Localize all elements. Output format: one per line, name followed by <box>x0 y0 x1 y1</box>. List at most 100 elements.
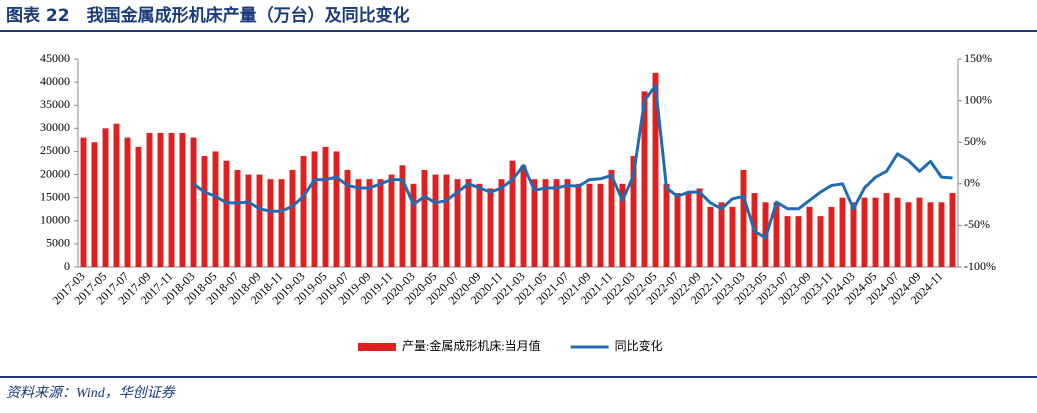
bar <box>135 146 142 267</box>
y-tick-label: 10000 <box>40 213 70 227</box>
bar <box>278 179 285 267</box>
bar <box>366 179 373 267</box>
bar <box>630 156 637 267</box>
bar <box>828 206 835 267</box>
bar <box>432 174 439 267</box>
y-tick-label: 5000 <box>46 236 70 250</box>
y2-tick-label: 100% <box>964 92 992 106</box>
chart-title: 图表 22 我国金属成形机床产量（万台）及同比变化 <box>6 5 410 26</box>
y-tick-label: 35000 <box>40 97 70 111</box>
bar <box>168 132 175 267</box>
legend-swatch <box>358 343 396 351</box>
source-note: 资料来源：Wind，华创证券 <box>6 385 176 401</box>
y-tick-label: 45000 <box>40 51 70 65</box>
bar <box>443 174 450 267</box>
bar <box>388 174 395 267</box>
bar <box>652 72 659 267</box>
bar <box>784 216 791 267</box>
bar <box>707 206 714 267</box>
bar <box>531 179 538 267</box>
bar <box>795 216 802 267</box>
bar <box>872 197 879 267</box>
bar <box>542 179 549 267</box>
bar <box>245 174 252 267</box>
bar <box>355 179 362 267</box>
bar <box>421 169 428 267</box>
bar <box>817 216 824 267</box>
bar <box>113 123 120 267</box>
bar <box>234 169 241 267</box>
bar <box>916 197 923 267</box>
y2-tick-label: -50% <box>964 217 990 231</box>
bar <box>289 169 296 267</box>
bar <box>344 169 351 267</box>
y2-tick-label: -100% <box>964 259 996 273</box>
bar <box>696 188 703 267</box>
bar <box>509 160 516 267</box>
bar <box>80 137 87 267</box>
bar <box>949 193 956 267</box>
y2-tick-label: 0% <box>964 176 980 190</box>
bar <box>256 174 263 267</box>
bar <box>641 91 648 267</box>
legend-label: 产量:金属成形机床:当月值 <box>402 338 541 353</box>
bar <box>861 197 868 267</box>
y-tick-label: 30000 <box>40 120 70 134</box>
bar <box>905 202 912 267</box>
bar <box>806 206 813 267</box>
bar <box>553 179 560 267</box>
bar <box>564 179 571 267</box>
bar <box>91 142 98 267</box>
y-tick-label: 25000 <box>40 143 70 157</box>
bar <box>586 183 593 267</box>
bar <box>938 202 945 267</box>
bar <box>223 160 230 267</box>
y2-tick-label: 50% <box>964 134 986 148</box>
bar <box>322 146 329 267</box>
bar <box>520 165 527 267</box>
bar <box>608 169 615 267</box>
bar <box>333 151 340 267</box>
bar <box>124 137 131 267</box>
bar <box>487 188 494 267</box>
bar <box>146 132 153 267</box>
bar <box>927 202 934 267</box>
bar <box>575 183 582 267</box>
legend-label: 同比变化 <box>615 338 663 353</box>
bar <box>663 183 670 267</box>
bar <box>883 193 890 267</box>
bar <box>718 202 725 267</box>
bar <box>212 151 219 267</box>
bar <box>685 193 692 267</box>
bar <box>201 156 208 267</box>
bar <box>311 151 318 267</box>
bar <box>465 179 472 267</box>
line-series <box>192 84 953 240</box>
bar <box>476 183 483 267</box>
bar <box>729 206 736 267</box>
bar <box>498 179 505 267</box>
bar <box>399 165 406 267</box>
y-tick-label: 0 <box>64 259 70 273</box>
bar <box>740 169 747 267</box>
bar <box>894 197 901 267</box>
bar <box>190 137 197 267</box>
bar <box>773 202 780 267</box>
bar <box>410 183 417 267</box>
bar <box>267 179 274 267</box>
bar <box>377 179 384 267</box>
bar <box>850 202 857 267</box>
y-tick-label: 40000 <box>40 74 70 88</box>
bar <box>619 183 626 267</box>
y2-tick-label: 150% <box>964 51 992 65</box>
bar <box>102 128 109 267</box>
bar <box>157 132 164 267</box>
bar <box>300 156 307 267</box>
y-tick-label: 20000 <box>40 166 70 180</box>
bar <box>454 179 461 267</box>
y-tick-label: 15000 <box>40 189 70 203</box>
bar <box>839 197 846 267</box>
bar <box>179 132 186 267</box>
